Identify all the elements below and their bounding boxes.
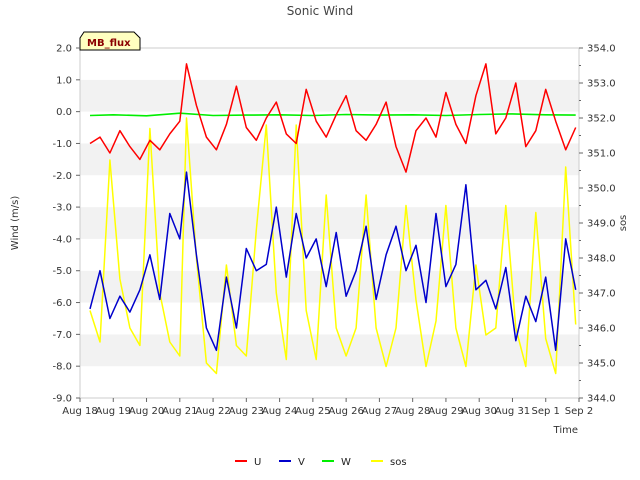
y-tick-label: -1.0: [52, 139, 72, 150]
y-tick-label: -4.0: [52, 234, 72, 245]
y-tick-label: 2.0: [56, 44, 72, 55]
x-tick-label: Aug 28: [395, 406, 430, 417]
y-tick-label: -5.0: [52, 266, 72, 277]
plot-band: [80, 302, 579, 335]
x-tick-label: Sep 2: [565, 406, 593, 417]
y2-tick-label: 346.0: [587, 324, 616, 335]
y2-tick-label: 351.0: [587, 149, 616, 160]
x-tick-label: Aug 18: [62, 406, 97, 417]
x-tick-label: Aug 26: [328, 406, 363, 417]
plot-band: [80, 48, 579, 80]
badge-label: MB_flux: [87, 38, 131, 49]
x-tick-label: Aug 27: [362, 406, 397, 417]
y2-tick-label: 348.0: [587, 254, 616, 265]
x-tick-label: Aug 31: [495, 406, 530, 417]
badge: MB_flux: [79, 31, 141, 51]
x-tick-label: Aug 23: [229, 406, 264, 417]
y-tick-label: -8.0: [52, 362, 72, 373]
y-tick-label: -9.0: [52, 394, 72, 405]
y2-tick-label: 353.0: [587, 79, 616, 90]
y-axis-title: Wind (m/s): [10, 196, 21, 251]
y-tick-label: -2.0: [52, 171, 72, 182]
plot-band: [80, 366, 579, 398]
y2-tick-label: 350.0: [587, 184, 616, 195]
x-tick-label: Aug 24: [262, 406, 297, 417]
y2-axis-title: sos: [618, 215, 629, 232]
y2-tick-label: 352.0: [587, 114, 616, 125]
x-tick-label: Aug 25: [295, 406, 330, 417]
badge-box: [79, 31, 141, 51]
plot-band: [80, 79, 579, 112]
y2-tick-label: 344.0: [587, 394, 616, 405]
plot-band: [80, 175, 579, 208]
chart-title: Sonic Wind: [287, 4, 353, 18]
series-line-u: [89, 63, 577, 173]
plot-band: [80, 143, 579, 176]
plot-band: [80, 334, 579, 367]
y2-tick-label: 349.0: [587, 219, 616, 230]
y-tick-label: 0.0: [56, 107, 72, 118]
x-tick-label: Aug 30: [461, 406, 496, 417]
x-tick-label: Aug 22: [195, 406, 230, 417]
x-tick-label: Aug 21: [162, 406, 197, 417]
y2-tick-label: 354.0: [587, 44, 616, 55]
y-tick-label: 1.0: [56, 75, 72, 86]
legend-label-u: U: [254, 457, 261, 468]
plot-band: [80, 111, 579, 144]
y2-axis-ticks: 344.0 345.0 346.0 347.0 348.0 349.0 350.0 351.0…: [579, 44, 616, 405]
y-tick-label: -6.0: [52, 298, 72, 309]
legend-label-v: V: [298, 457, 305, 468]
y2-tick-label: 347.0: [587, 289, 616, 300]
x-tick-label: Sep 1: [532, 406, 560, 417]
series-layer: [89, 63, 577, 375]
x-tick-label: Aug 29: [428, 406, 463, 417]
series-line-w: [89, 112, 576, 117]
legend-label-w: W: [341, 457, 351, 468]
x-tick-label: Aug 19: [96, 406, 131, 417]
y2-tick-label: 345.0: [587, 359, 616, 370]
y-axis-ticks: -9.0 -8.0 -7.0 -6.0 -5.0 -4.0 -3.0 -2.0 -1.0 0.0 1…: [52, 44, 80, 405]
x-axis-title: Time: [553, 425, 578, 436]
y-tick-label: -7.0: [52, 330, 72, 341]
legend-label-sos: sos: [390, 457, 407, 468]
y-tick-label: -3.0: [52, 203, 72, 214]
series-line-v: [89, 171, 577, 352]
x-tick-label: Aug 20: [129, 406, 164, 417]
